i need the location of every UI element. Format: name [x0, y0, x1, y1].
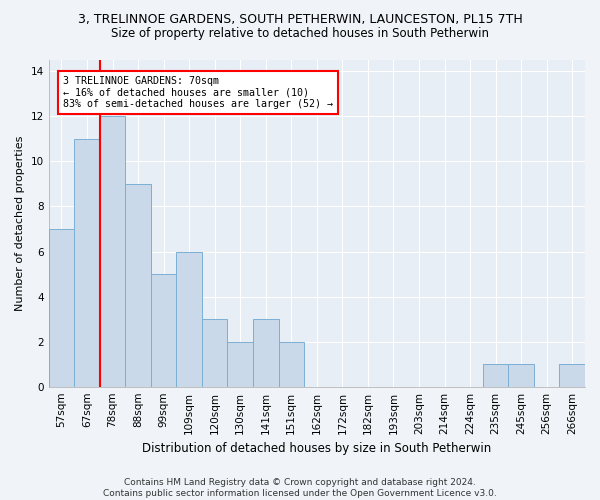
X-axis label: Distribution of detached houses by size in South Petherwin: Distribution of detached houses by size … — [142, 442, 491, 455]
Bar — [202, 319, 227, 386]
Bar — [483, 364, 508, 386]
Bar — [49, 229, 74, 386]
Text: Contains HM Land Registry data © Crown copyright and database right 2024.
Contai: Contains HM Land Registry data © Crown c… — [103, 478, 497, 498]
Bar — [125, 184, 151, 386]
Bar — [227, 342, 253, 386]
Bar — [100, 116, 125, 386]
Bar — [151, 274, 176, 386]
Bar — [253, 319, 278, 386]
Y-axis label: Number of detached properties: Number of detached properties — [15, 136, 25, 311]
Text: 3 TRELINNOE GARDENS: 70sqm
← 16% of detached houses are smaller (10)
83% of semi: 3 TRELINNOE GARDENS: 70sqm ← 16% of deta… — [63, 76, 333, 109]
Bar — [508, 364, 534, 386]
Bar — [278, 342, 304, 386]
Text: Size of property relative to detached houses in South Petherwin: Size of property relative to detached ho… — [111, 28, 489, 40]
Text: 3, TRELINNOE GARDENS, SOUTH PETHERWIN, LAUNCESTON, PL15 7TH: 3, TRELINNOE GARDENS, SOUTH PETHERWIN, L… — [77, 12, 523, 26]
Bar — [74, 139, 100, 386]
Bar — [176, 252, 202, 386]
Bar — [559, 364, 585, 386]
